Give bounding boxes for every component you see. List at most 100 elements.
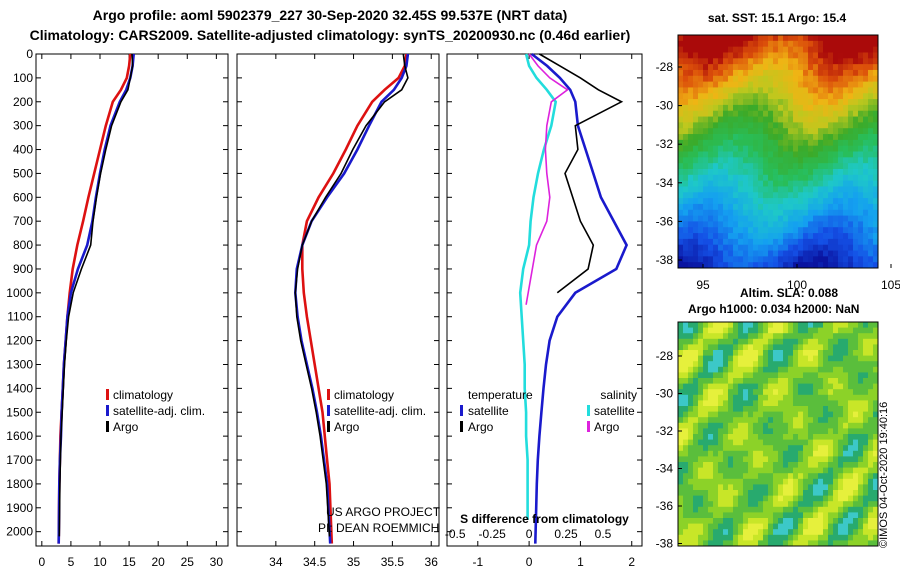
- series-difference-temperature-satellite: [530, 52, 629, 544]
- y-tick-label: 1700: [6, 453, 33, 467]
- x-tick-label-salinity-diff: -0.5: [445, 527, 466, 541]
- temperature-legend-swatch: [106, 389, 109, 400]
- sst-map-frame: [677, 34, 879, 269]
- sla-map-y-tick-label: -38: [656, 537, 674, 551]
- sst-map-y-tick-label: -30: [656, 99, 674, 113]
- x-tick-label-salinity-diff: 0.5: [595, 527, 612, 541]
- salinity-legend-swatch: [327, 405, 330, 416]
- sla-map-y-tick-label: -36: [656, 499, 674, 513]
- y-tick-label: 600: [13, 190, 33, 204]
- sst-map-x-tick-label: 105: [881, 278, 900, 292]
- temperature-legend-label: climatology: [113, 388, 173, 402]
- y-tick-label: 1000: [6, 286, 33, 300]
- series-difference-temperature-argo: [538, 53, 624, 294]
- diff-legend-swatch: [460, 421, 463, 432]
- y-tick-label: 700: [13, 214, 33, 228]
- title-line-1: Argo profile: aoml 5902379_227 30-Sep-20…: [92, 7, 568, 23]
- series-temperature-satellite-adj-clim-: [57, 53, 135, 544]
- plot-frame-salinity: [236, 53, 440, 547]
- diff-legend-label: Argo: [468, 420, 494, 434]
- plot-frame-difference: [446, 53, 643, 547]
- x-tick-label-salinity: 34: [269, 555, 283, 569]
- x-tick-label-salinity-diff: 0.25: [554, 527, 578, 541]
- salinity-legend-label: climatology: [334, 388, 394, 402]
- x-tick-label-salinity: 36: [425, 555, 439, 569]
- temperature-legend-label: satellite-adj. clim.: [113, 404, 205, 418]
- x-tick-label-temperature: 10: [93, 555, 107, 569]
- salinity-legend-swatch: [327, 389, 330, 400]
- y-tick-label: 1400: [6, 381, 33, 395]
- x-axis-label-difference: S difference from climatology: [460, 512, 629, 526]
- x-tick-label-salinity-diff: -0.25: [478, 527, 506, 541]
- sst-map-y-tick-label: -32: [656, 137, 674, 151]
- series-salinity-argo: [294, 53, 409, 537]
- project-annotation-line-2: PI: DEAN ROEMMICH: [318, 521, 439, 535]
- y-tick-label: 900: [13, 262, 33, 276]
- series-difference-salinity-satellite: [518, 53, 558, 520]
- plot-frame-temperature: [35, 53, 229, 547]
- sla-map-y-tick-label: -32: [656, 424, 674, 438]
- y-tick-label: 1100: [7, 310, 33, 324]
- y-tick-label: 100: [13, 71, 33, 85]
- diff-legend-swatch: [587, 421, 590, 432]
- sst-map-y-tick-label: -38: [656, 253, 674, 267]
- diff-legend-label: Argo: [594, 420, 620, 434]
- sst-map-y-tick-label: -34: [656, 176, 674, 190]
- x-tick-label-salinity: 35: [347, 555, 361, 569]
- x-tick-label-salinity: 35.5: [381, 555, 405, 569]
- series-salinity-climatology: [300, 53, 408, 544]
- sla-map-y-tick-label: -34: [656, 462, 674, 476]
- y-tick-label: 800: [13, 238, 33, 252]
- x-tick-label-salinity: 34.5: [303, 555, 327, 569]
- sst-map-x-tick-label: 100: [787, 278, 807, 292]
- x-tick-label-temperature: 0: [38, 555, 45, 569]
- diff-legend-label: satellite: [468, 404, 509, 418]
- salinity-legend-label: satellite-adj. clim.: [334, 404, 426, 418]
- y-tick-label: 500: [13, 166, 33, 180]
- y-tick-label: 400: [13, 143, 33, 157]
- imos-watermark: ©IMOS 04-Oct-2020 19:40:16: [878, 401, 890, 548]
- sla-map-frame: [677, 321, 879, 547]
- title-line-2: Climatology: CARS2009. Satellite-adjuste…: [29, 27, 631, 43]
- diff-legend-title-salinity: salinity: [600, 388, 637, 402]
- sla-map-cells: [678, 322, 879, 547]
- x-tick-label-difference: 2: [628, 555, 635, 569]
- sst-map-cells: [678, 35, 879, 269]
- y-tick-label: 300: [13, 119, 33, 133]
- x-tick-label-salinity-diff: 0: [526, 527, 533, 541]
- temperature-legend-label: Argo: [113, 420, 139, 434]
- sla-map-y-tick-label: -30: [656, 387, 674, 401]
- sla-map-title-line-2: Argo h1000: 0.034 h2000: NaN: [688, 302, 859, 316]
- y-tick-label: 1300: [6, 357, 33, 371]
- y-tick-label: 0: [26, 47, 33, 61]
- x-tick-label-difference: 1: [577, 555, 584, 569]
- y-tick-label: 1800: [6, 477, 33, 491]
- y-tick-label: 1200: [6, 334, 33, 348]
- x-tick-label-temperature: 30: [210, 555, 224, 569]
- x-tick-label-temperature: 15: [122, 555, 136, 569]
- salinity-legend-label: Argo: [334, 420, 360, 434]
- diff-legend-swatch: [587, 405, 590, 416]
- series-difference-salinity-argo: [525, 53, 569, 305]
- sla-map-y-tick-label: -28: [656, 349, 674, 363]
- x-tick-label-difference: -1: [472, 555, 483, 569]
- y-tick-label: 1900: [6, 501, 33, 515]
- salinity-legend-swatch: [327, 421, 330, 432]
- y-tick-label: 2000: [6, 525, 33, 539]
- project-annotation-line-1: US ARGO PROJECT: [326, 505, 441, 519]
- y-tick-label: 200: [13, 95, 33, 109]
- diff-legend-swatch: [460, 405, 463, 416]
- temperature-legend-swatch: [106, 405, 109, 416]
- x-tick-label-temperature: 25: [181, 555, 195, 569]
- sla-map-title-line-1: Altim. SLA: 0.088: [740, 286, 838, 300]
- sst-map-y-tick-label: -28: [656, 60, 674, 74]
- y-tick-label: 1600: [6, 429, 33, 443]
- diff-legend-title-temperature: temperature: [468, 388, 533, 402]
- x-tick-label-temperature: 20: [152, 555, 166, 569]
- temperature-legend-swatch: [106, 421, 109, 432]
- series-salinity-satellite-adj-clim-: [293, 53, 410, 544]
- x-tick-label-temperature: 5: [68, 555, 75, 569]
- sst-map-y-tick-label: -36: [656, 214, 674, 228]
- y-tick-label: 1500: [6, 405, 33, 419]
